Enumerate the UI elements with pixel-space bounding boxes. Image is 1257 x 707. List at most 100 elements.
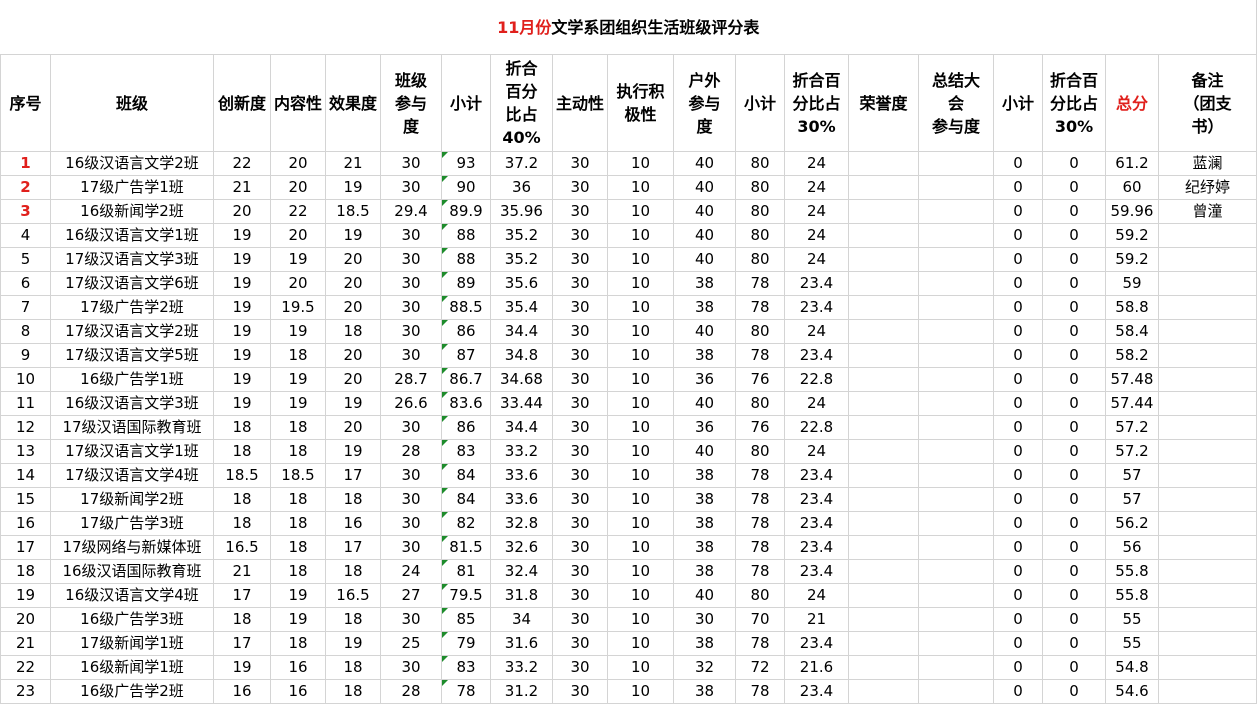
cell[interactable] bbox=[1157, 319, 1257, 344]
cell[interactable]: 90 bbox=[441, 175, 491, 200]
cell[interactable]: 18 bbox=[325, 679, 381, 704]
cell[interactable]: 19 bbox=[213, 223, 271, 248]
cell[interactable] bbox=[1157, 367, 1257, 392]
cell[interactable]: 34.8 bbox=[490, 343, 553, 368]
cell[interactable]: 19 bbox=[270, 319, 326, 344]
cell[interactable]: 19 bbox=[325, 175, 381, 200]
cell[interactable]: 0 bbox=[993, 415, 1043, 440]
cell[interactable]: 19 bbox=[270, 583, 326, 608]
cell[interactable]: 30 bbox=[552, 295, 608, 320]
cell[interactable]: 19 bbox=[270, 367, 326, 392]
cell[interactable]: 0 bbox=[1042, 487, 1106, 512]
cell[interactable]: 57 bbox=[1105, 487, 1159, 512]
cell[interactable]: 40 bbox=[673, 151, 736, 176]
cell[interactable]: 0 bbox=[1042, 295, 1106, 320]
cell[interactable]: 30 bbox=[673, 607, 736, 632]
cell[interactable]: 88.5 bbox=[441, 295, 491, 320]
cell[interactable]: 10 bbox=[607, 343, 674, 368]
header-cell[interactable]: 总分 bbox=[1105, 54, 1159, 152]
cell[interactable] bbox=[1157, 583, 1257, 608]
cell[interactable] bbox=[848, 559, 919, 584]
cell[interactable]: 34.68 bbox=[490, 367, 553, 392]
cell[interactable]: 30 bbox=[380, 271, 442, 296]
cell[interactable]: 30 bbox=[552, 679, 608, 704]
cell[interactable] bbox=[1157, 607, 1257, 632]
cell[interactable]: 16 bbox=[270, 679, 326, 704]
cell[interactable]: 16级新闻学2班 bbox=[50, 199, 214, 224]
cell[interactable]: 17级广告学1班 bbox=[50, 175, 214, 200]
cell[interactable]: 30 bbox=[380, 463, 442, 488]
cell[interactable]: 17级汉语言文学3班 bbox=[50, 247, 214, 272]
cell[interactable]: 24 bbox=[784, 151, 849, 176]
cell[interactable]: 19 bbox=[213, 391, 271, 416]
cell[interactable]: 83 bbox=[441, 655, 491, 680]
cell[interactable]: 16级广告学2班 bbox=[50, 679, 214, 704]
cell[interactable]: 纪纾婷 bbox=[1157, 175, 1257, 200]
cell[interactable]: 32.6 bbox=[490, 535, 553, 560]
cell[interactable] bbox=[1157, 631, 1257, 656]
cell[interactable] bbox=[918, 319, 994, 344]
cell[interactable] bbox=[918, 679, 994, 704]
header-cell[interactable]: 内容性 bbox=[270, 54, 326, 152]
cell[interactable] bbox=[1157, 247, 1257, 272]
cell[interactable]: 16级汉语言文学1班 bbox=[50, 223, 214, 248]
cell[interactable]: 28.7 bbox=[380, 367, 442, 392]
cell[interactable]: 30 bbox=[380, 511, 442, 536]
cell[interactable]: 18 bbox=[270, 439, 326, 464]
cell[interactable]: 76 bbox=[735, 367, 785, 392]
cell[interactable]: 31.6 bbox=[490, 631, 553, 656]
cell[interactable]: 10 bbox=[607, 415, 674, 440]
cell[interactable]: 30 bbox=[552, 655, 608, 680]
cell[interactable]: 24 bbox=[784, 199, 849, 224]
cell[interactable]: 36 bbox=[673, 367, 736, 392]
cell[interactable]: 80 bbox=[735, 175, 785, 200]
header-cell[interactable]: 执行积 极性 bbox=[607, 54, 674, 152]
cell[interactable]: 0 bbox=[1042, 223, 1106, 248]
cell[interactable]: 17级汉语国际教育班 bbox=[50, 415, 214, 440]
cell[interactable]: 10 bbox=[607, 631, 674, 656]
cell[interactable]: 17级汉语言文学2班 bbox=[50, 319, 214, 344]
cell[interactable] bbox=[848, 391, 919, 416]
cell[interactable] bbox=[848, 583, 919, 608]
cell[interactable]: 5 bbox=[0, 247, 51, 272]
cell[interactable]: 18.5 bbox=[213, 463, 271, 488]
cell[interactable]: 24 bbox=[380, 559, 442, 584]
cell[interactable] bbox=[848, 295, 919, 320]
cell[interactable]: 19 bbox=[325, 391, 381, 416]
cell[interactable] bbox=[918, 223, 994, 248]
cell[interactable]: 10 bbox=[607, 655, 674, 680]
cell[interactable]: 18 bbox=[213, 607, 271, 632]
cell[interactable]: 19.5 bbox=[270, 295, 326, 320]
cell[interactable]: 0 bbox=[1042, 535, 1106, 560]
cell[interactable]: 21 bbox=[784, 607, 849, 632]
cell[interactable]: 0 bbox=[1042, 199, 1106, 224]
cell[interactable]: 11 bbox=[0, 391, 51, 416]
cell[interactable]: 30 bbox=[552, 247, 608, 272]
cell[interactable] bbox=[848, 343, 919, 368]
cell[interactable]: 30 bbox=[552, 583, 608, 608]
cell[interactable]: 76 bbox=[735, 415, 785, 440]
cell[interactable]: 23.4 bbox=[784, 535, 849, 560]
cell[interactable]: 0 bbox=[1042, 367, 1106, 392]
cell[interactable]: 83.6 bbox=[441, 391, 491, 416]
cell[interactable]: 17级新闻学2班 bbox=[50, 487, 214, 512]
cell[interactable]: 20 bbox=[270, 151, 326, 176]
cell[interactable]: 16级汉语言文学4班 bbox=[50, 583, 214, 608]
cell[interactable]: 0 bbox=[993, 607, 1043, 632]
cell[interactable]: 86 bbox=[441, 415, 491, 440]
cell[interactable]: 0 bbox=[993, 583, 1043, 608]
cell[interactable]: 0 bbox=[1042, 415, 1106, 440]
cell[interactable]: 59.2 bbox=[1105, 247, 1159, 272]
cell[interactable] bbox=[1157, 343, 1257, 368]
cell[interactable]: 18 bbox=[270, 487, 326, 512]
cell[interactable]: 30 bbox=[380, 175, 442, 200]
header-cell[interactable]: 小计 bbox=[993, 54, 1043, 152]
cell[interactable]: 20 bbox=[0, 607, 51, 632]
cell[interactable]: 18 bbox=[325, 559, 381, 584]
cell[interactable]: 16 bbox=[270, 655, 326, 680]
cell[interactable]: 0 bbox=[993, 655, 1043, 680]
cell[interactable]: 0 bbox=[993, 319, 1043, 344]
cell[interactable]: 80 bbox=[735, 391, 785, 416]
cell[interactable]: 0 bbox=[993, 463, 1043, 488]
cell[interactable]: 19 bbox=[270, 247, 326, 272]
